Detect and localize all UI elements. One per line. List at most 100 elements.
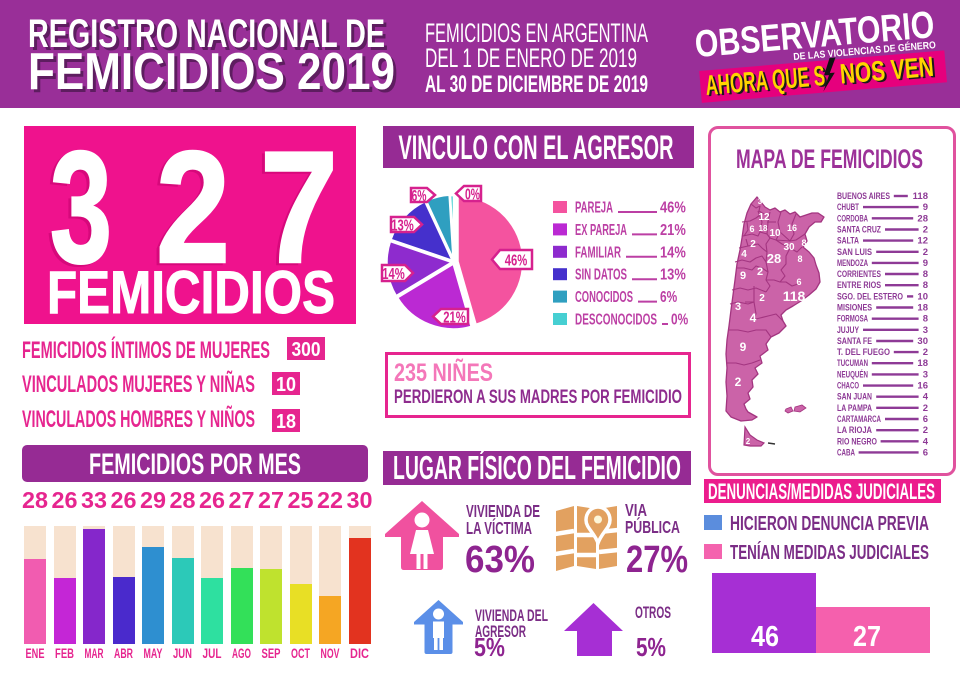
svg-text:18: 18 — [759, 224, 768, 233]
svg-text:6: 6 — [923, 447, 928, 458]
svg-text:28: 28 — [767, 251, 781, 266]
svg-text:26: 26 — [199, 487, 225, 513]
svg-text:12: 12 — [758, 212, 770, 223]
svg-text:FEMICIDIOS EN ARGENTINA: FEMICIDIOS EN ARGENTINA — [425, 18, 648, 48]
svg-text:16: 16 — [787, 223, 797, 233]
svg-text:VIVIENDA DE: VIVIENDA DE — [466, 501, 540, 521]
svg-text:13%: 13% — [391, 217, 414, 234]
svg-text:2: 2 — [153, 120, 227, 298]
svg-text:TUCUMAN: TUCUMAN — [837, 358, 868, 368]
svg-text:3: 3 — [758, 197, 763, 206]
svg-text:46%: 46% — [660, 200, 686, 217]
svg-text:CHACO: CHACO — [837, 381, 859, 391]
svg-text:2: 2 — [923, 425, 928, 436]
svg-text:6: 6 — [923, 414, 928, 425]
svg-text:300: 300 — [292, 339, 321, 361]
svg-text:9: 9 — [923, 202, 928, 213]
svg-text:8: 8 — [923, 280, 928, 291]
svg-text:29: 29 — [140, 487, 166, 513]
svg-text:2: 2 — [923, 225, 928, 236]
svg-text:2: 2 — [923, 403, 928, 414]
svg-text:3: 3 — [50, 118, 112, 296]
svg-text:9: 9 — [740, 270, 746, 282]
svg-text:7: 7 — [257, 120, 335, 298]
svg-text:VINCULO CON EL AGRESOR: VINCULO CON EL AGRESOR — [399, 129, 674, 167]
svg-text:28: 28 — [170, 487, 196, 513]
svg-text:2: 2 — [746, 437, 751, 446]
svg-text:27: 27 — [258, 487, 284, 513]
svg-text:HICIERON DENUNCIA PREVIA: HICIERON DENUNCIA PREVIA — [730, 513, 929, 535]
svg-text:18: 18 — [917, 303, 928, 314]
svg-text:MAPA DE FEMICIDIOS: MAPA DE FEMICIDIOS — [736, 144, 923, 174]
svg-text:DIC: DIC — [350, 646, 369, 661]
svg-text:18: 18 — [276, 411, 296, 433]
svg-text:46%: 46% — [505, 252, 528, 269]
svg-text:OCT: OCT — [291, 646, 310, 661]
svg-text:ENE: ENE — [26, 646, 45, 661]
svg-text:CARTAMARCA: CARTAMARCA — [837, 414, 881, 424]
svg-text:DESCONOCIDOS: DESCONOCIDOS — [575, 312, 657, 329]
svg-text:T. DEL FUEGO: T. DEL FUEGO — [837, 347, 890, 357]
svg-text:BUENOS AIRES: BUENOS AIRES — [837, 191, 890, 201]
svg-text:PAREJA: PAREJA — [575, 200, 613, 217]
svg-text:REGISTRO NACIONAL DE: REGISTRO NACIONAL DE — [28, 12, 385, 56]
svg-text:JUL: JUL — [203, 646, 222, 661]
svg-text:3: 3 — [735, 301, 741, 313]
svg-text:2: 2 — [923, 247, 928, 258]
svg-text:4: 4 — [750, 311, 757, 325]
svg-text:OTROS: OTROS — [635, 604, 671, 622]
svg-text:46: 46 — [751, 621, 779, 653]
svg-text:26: 26 — [111, 487, 137, 513]
svg-text:ENTRE RIOS: ENTRE RIOS — [837, 280, 881, 290]
svg-text:FORMOSA: FORMOSA — [837, 314, 868, 324]
svg-text:2: 2 — [759, 293, 765, 304]
svg-text:4: 4 — [741, 249, 747, 260]
svg-text:4: 4 — [923, 436, 929, 447]
svg-text:30: 30 — [917, 336, 928, 347]
svg-text:FAMILIAR: FAMILIAR — [575, 244, 621, 261]
svg-text:30: 30 — [783, 242, 795, 253]
svg-text:LA RIOJA: LA RIOJA — [837, 425, 872, 435]
svg-text:6: 6 — [749, 224, 754, 234]
svg-text:27%: 27% — [626, 539, 688, 581]
svg-text:22: 22 — [317, 487, 343, 513]
svg-text:27: 27 — [853, 621, 881, 653]
svg-text:2: 2 — [735, 375, 742, 389]
svg-text:LA PAMPA: LA PAMPA — [837, 403, 872, 413]
svg-text:4: 4 — [923, 392, 929, 403]
svg-text:3: 3 — [923, 369, 928, 380]
svg-text:DENUNCIAS/MEDIDAS JUDICIALES: DENUNCIAS/MEDIDAS JUDICIALES — [708, 479, 935, 504]
svg-text:2: 2 — [750, 239, 756, 250]
svg-text:TENÍAN MEDIDAS JUDICIALES: TENÍAN MEDIDAS JUDICIALES — [730, 541, 929, 564]
svg-text:PÚBLICA: PÚBLICA — [625, 516, 680, 537]
svg-text:26: 26 — [52, 487, 78, 513]
svg-text:VINCULADOS MUJERES Y NIÑAS: VINCULADOS MUJERES Y NIÑAS — [22, 370, 255, 398]
svg-text:SIN DATOS: SIN DATOS — [575, 267, 627, 284]
svg-text:0%: 0% — [465, 186, 480, 203]
svg-text:18: 18 — [917, 358, 928, 369]
svg-text:33: 33 — [81, 487, 107, 513]
svg-text:8: 8 — [801, 238, 806, 248]
svg-text:13%: 13% — [660, 267, 686, 284]
svg-text:SAN LUIS: SAN LUIS — [837, 247, 872, 257]
svg-text:12: 12 — [917, 236, 928, 247]
svg-text:EX PAREJA: EX PAREJA — [575, 222, 627, 239]
svg-text:0%: 0% — [671, 312, 688, 329]
svg-text:CORRIENTES: CORRIENTES — [837, 269, 881, 279]
svg-text:NEUQUÉN: NEUQUÉN — [837, 369, 868, 379]
svg-text:MENDOZA: MENDOZA — [837, 258, 868, 268]
svg-text:SEP: SEP — [262, 646, 281, 661]
svg-text:VINCULADOS HOMBRES Y NIÑOS: VINCULADOS HOMBRES Y NIÑOS — [22, 405, 255, 433]
svg-text:PERDIERON A SUS MADRES POR FEM: PERDIERON A SUS MADRES POR FEMICIDIO — [394, 387, 682, 408]
svg-text:10: 10 — [769, 228, 781, 239]
svg-text:21%: 21% — [660, 222, 686, 239]
svg-text:28: 28 — [917, 213, 928, 224]
svg-text:8: 8 — [797, 254, 802, 264]
svg-text:10: 10 — [276, 374, 296, 396]
svg-text:JUJUY: JUJUY — [837, 325, 859, 335]
svg-text:8: 8 — [923, 314, 928, 325]
svg-text:AGO: AGO — [232, 646, 251, 661]
svg-text:RIO NEGRO: RIO NEGRO — [837, 436, 877, 446]
svg-text:6: 6 — [796, 277, 801, 287]
svg-text:CABA: CABA — [837, 447, 855, 457]
